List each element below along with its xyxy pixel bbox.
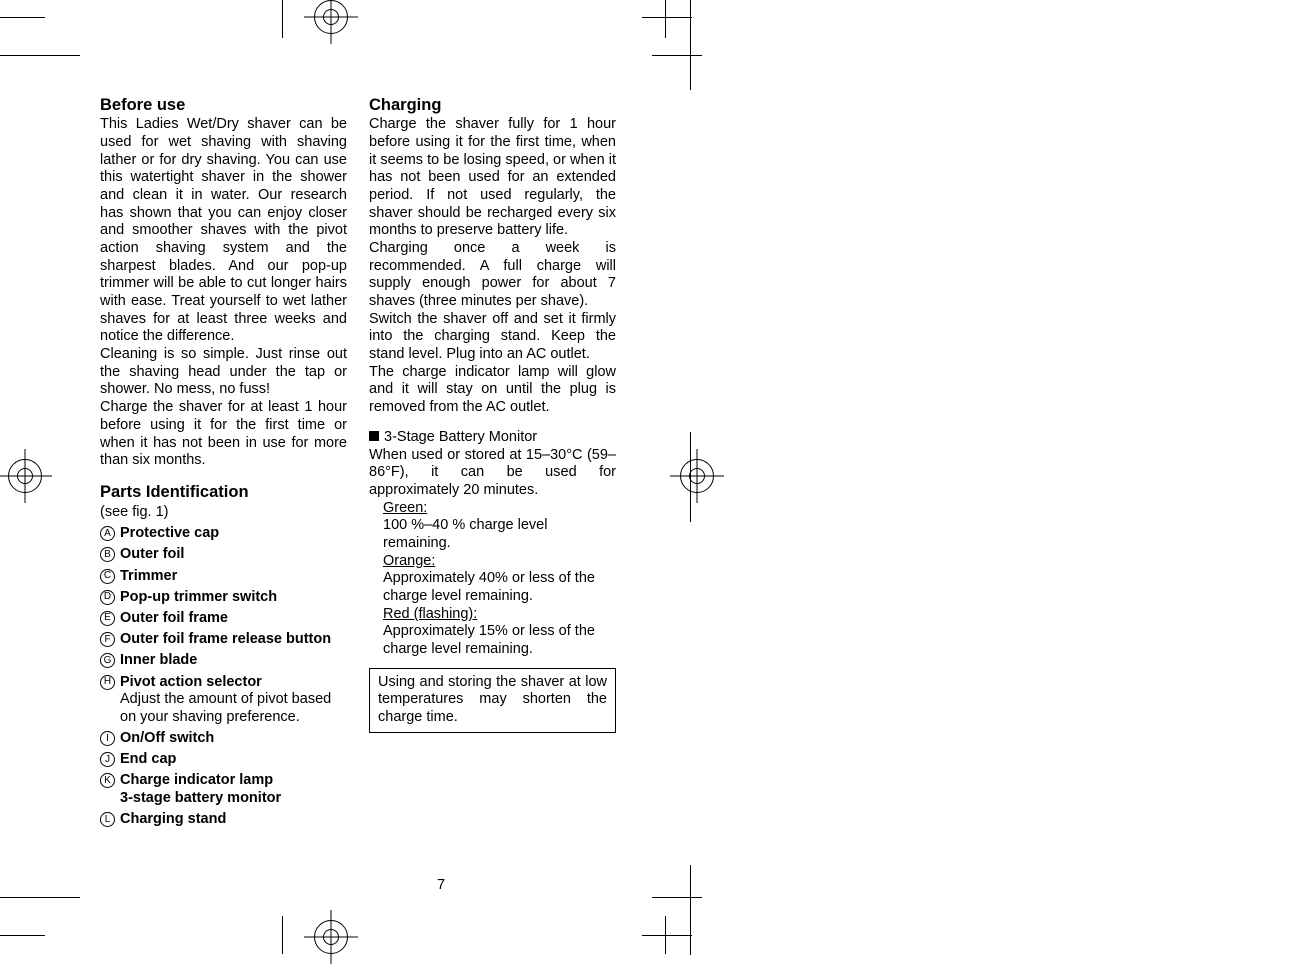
part-letter: H (100, 675, 115, 690)
part-label: Charge indicator lamp (120, 772, 273, 788)
crop-mark (690, 0, 691, 90)
part-label: Outer foil frame (120, 610, 228, 628)
part-letter: G (100, 653, 115, 668)
charging-heading: Charging (369, 95, 616, 115)
charging-p2: Charging once a week is recommended. A f… (369, 240, 616, 311)
registration-mark (314, 0, 348, 34)
before-use-p3: Charge the shaver for at least 1 hour be… (100, 399, 347, 470)
registration-mark (314, 920, 348, 954)
left-column: Before use This Ladies Wet/Dry shaver ca… (100, 95, 347, 833)
part-letter: B (100, 547, 115, 562)
part-label: Trimmer (120, 568, 177, 586)
part-label: Pop-up trimmer switch (120, 589, 277, 607)
part-item: E Outer foil frame (100, 610, 347, 628)
parts-heading: Parts Identification (100, 482, 347, 502)
level-name: Red (flashing): (383, 606, 477, 622)
part-letter: K (100, 773, 115, 788)
part-item: I On/Off switch (100, 730, 347, 748)
part-label: Charging stand (120, 811, 226, 829)
crop-mark (0, 897, 80, 898)
part-letter: D (100, 590, 115, 605)
charging-p1: Charge the shaver fully for 1 hour befor… (369, 116, 616, 240)
monitor-title-row: 3-Stage Battery Monitor (369, 429, 616, 447)
part-item: A Protective cap (100, 525, 347, 543)
part-label: Outer foil frame release button (120, 631, 331, 649)
page-content: Before use This Ladies Wet/Dry shaver ca… (100, 95, 630, 833)
level-name: Orange: (383, 553, 435, 569)
part-desc: Adjust the amount of pivot based on your… (120, 691, 347, 726)
part-letter: I (100, 731, 115, 746)
registration-mark (680, 459, 714, 493)
part-label: Pivot action selector (120, 674, 262, 690)
part-item: B Outer foil (100, 546, 347, 564)
note-box: Using and storing the shaver at low temp… (369, 668, 616, 733)
parts-seefig: (see fig. 1) (100, 504, 347, 522)
crop-mark (665, 0, 666, 38)
charging-p4: The charge indicator lamp will glow and … (369, 364, 616, 417)
crop-mark (642, 17, 692, 18)
part-letter: J (100, 752, 115, 767)
registration-mark (8, 459, 42, 493)
page-number: 7 (437, 877, 445, 895)
level-name: Green: (383, 500, 427, 516)
level-desc: Approximately 40% or less of the charge … (383, 570, 616, 605)
level-desc: 100 %–40 % charge level remaining. (383, 517, 616, 552)
part-item: L Charging stand (100, 811, 347, 829)
part-item: H Pivot action selector Adjust the amoun… (100, 674, 347, 727)
part-label: End cap (120, 751, 176, 769)
part-label: Inner blade (120, 652, 197, 670)
crop-mark (690, 865, 691, 955)
part-label: On/Off switch (120, 730, 214, 748)
before-use-heading: Before use (100, 95, 347, 115)
crop-mark (652, 897, 702, 898)
part-item: K Charge indicator lamp 3-stage battery … (100, 772, 347, 807)
parts-list: A Protective cap B Outer foil C Trimmer D Po… (100, 525, 347, 829)
crop-mark (282, 916, 283, 954)
level-desc: Approximately 15% or less of the charge … (383, 623, 616, 658)
part-item: G Inner blade (100, 652, 347, 670)
part-item: F Outer foil frame release button (100, 631, 347, 649)
crop-mark (665, 916, 666, 954)
crop-mark (652, 55, 702, 56)
part-letter: L (100, 812, 115, 827)
monitor-intro: When used or stored at 15–30°C (59–86°F)… (369, 447, 616, 500)
part-letter: F (100, 632, 115, 647)
before-use-p2: Cleaning is so simple. Just rinse out th… (100, 346, 347, 399)
crop-mark (642, 935, 692, 936)
crop-mark (282, 0, 283, 38)
part-label: Protective cap (120, 525, 219, 543)
charging-p3: Switch the shaver off and set it firmly … (369, 311, 616, 364)
crop-mark (0, 17, 45, 18)
monitor-title: 3-Stage Battery Monitor (384, 429, 537, 445)
crop-mark (0, 55, 80, 56)
part-letter: C (100, 569, 115, 584)
right-column: Charging Charge the shaver fully for 1 h… (369, 95, 616, 833)
part-label-2: 3-stage battery monitor (120, 790, 347, 808)
part-label: Outer foil (120, 546, 184, 564)
part-item: D Pop-up trimmer switch (100, 589, 347, 607)
square-bullet-icon (369, 431, 379, 441)
part-letter: E (100, 611, 115, 626)
part-item: J End cap (100, 751, 347, 769)
part-letter: A (100, 526, 115, 541)
part-item: C Trimmer (100, 568, 347, 586)
charge-levels: Green: 100 %–40 % charge level remaining… (383, 500, 616, 659)
before-use-p1: This Ladies Wet/Dry shaver can be used f… (100, 116, 347, 346)
crop-mark (0, 935, 45, 936)
